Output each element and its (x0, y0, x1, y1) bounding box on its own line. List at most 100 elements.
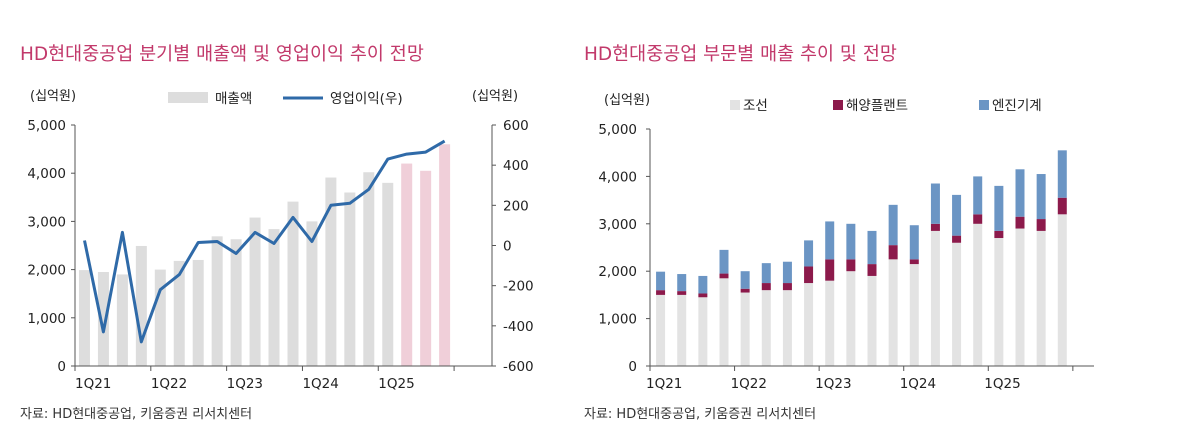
x-label: 1Q25 (984, 376, 1020, 392)
stacked-bar-segment (909, 259, 919, 265)
sales-bar (135, 245, 147, 366)
right-y-tick: 0 (503, 239, 512, 255)
left-y-tick: 3,000 (27, 214, 66, 230)
stacked-bar-segment (867, 230, 877, 265)
left-chart-title: HD현대중공업 분기별 매출액 및 영업이익 추이 전망 (20, 44, 424, 65)
x-label: 1Q21 (75, 376, 111, 392)
right-chart-unit: (십억원) (604, 93, 650, 108)
y-tick: 2,000 (598, 264, 637, 280)
stacked-bar-segment (952, 194, 962, 236)
stacked-bar-segment (846, 223, 856, 260)
stacked-bar-segment (761, 283, 771, 291)
stacked-bar-segment (930, 183, 940, 224)
op-profit-line (83, 139, 446, 344)
y-tick: 1,000 (598, 312, 637, 328)
stacked-bar-segment (909, 264, 919, 366)
stacked-bar-segment (782, 290, 792, 366)
stacked-bar-segment (698, 293, 708, 298)
left-chart-panel: HD현대중공업 분기별 매출액 및 영업이익 추이 전망 (십억원) (십억원) 매… (0, 0, 580, 436)
stacked-bar-segment (1015, 169, 1025, 217)
legend-swatch (979, 100, 989, 110)
left-chart-svg: (십억원) (십억원) 매출액 영업이익(우) 5,000 4,000 3,000 2,000… (27, 89, 534, 392)
left-y-tick: 0 (57, 359, 66, 375)
left-y-tick: 2,000 (27, 263, 66, 279)
sales-bar (306, 221, 318, 366)
x-label: 1Q25 (378, 376, 414, 392)
sales-bar (325, 177, 337, 366)
stacked-bar-segment (867, 264, 877, 276)
sales-bar (420, 170, 432, 366)
stacked-bar-segment (656, 290, 666, 295)
stacked-bar-segment (719, 273, 729, 279)
stacked-bar-segment (740, 271, 750, 289)
right-axis-unit: (십억원) (472, 89, 518, 104)
stacked-bar-segment (740, 292, 750, 366)
stacked-bar-segment (825, 280, 835, 366)
stacked-bar-segment (804, 266, 814, 284)
sales-bar (268, 229, 280, 366)
y-tick: 5,000 (598, 122, 637, 138)
legend-label: 해양플랜트 (846, 98, 908, 114)
x-label: 1Q23 (815, 376, 851, 392)
stacked-bar-segment (1015, 216, 1025, 229)
x-label: 1Q22 (731, 376, 767, 392)
stacked-bar-segment (825, 221, 835, 260)
stacked-bar-segment (740, 288, 750, 293)
stacked-bar-segment (1036, 219, 1046, 231)
stacked-bar-segment (867, 275, 877, 366)
stacked-bar-segment (846, 259, 856, 272)
stacked-bar-segment (656, 271, 666, 291)
sales-bar (249, 217, 261, 366)
stacked-bar-segment (677, 291, 687, 295)
legend-label: 조선 (743, 98, 768, 114)
stacked-bar-segment (1057, 214, 1067, 366)
stacked-bar-segment (846, 271, 856, 366)
legend-swatch (730, 100, 740, 110)
right-chart-panel: HD현대중공업 부문별 매출 추이 및 전망 (십억원) 조선 해양플랜트 엔진기계 5… (580, 0, 1200, 436)
stacked-bar-segment (804, 283, 814, 366)
legend-swatch-sales (168, 92, 208, 103)
sales-bar (287, 201, 299, 366)
stacked-bar-segment (804, 240, 814, 267)
stacked-bar-segment (719, 249, 729, 274)
x-label: 1Q22 (151, 376, 187, 392)
legend-label: 엔진기계 (992, 98, 1042, 114)
sales-bar (192, 259, 204, 366)
stacked-bar-segment (656, 294, 666, 366)
x-label: 1Q21 (646, 376, 682, 392)
stacked-bar-segment (973, 176, 983, 215)
left-y-tick: 1,000 (27, 311, 66, 327)
stacked-bar-segment (930, 230, 940, 366)
stacked-bar-segment (719, 278, 729, 366)
x-label: 1Q23 (227, 376, 263, 392)
stacked-bar-segment (973, 214, 983, 224)
left-axis-unit: (십억원) (30, 89, 76, 104)
stacked-bar-segment (1015, 228, 1025, 366)
stacked-bar-segment (782, 261, 792, 284)
sales-bar (439, 144, 451, 366)
stacked-bar-segment (888, 259, 898, 366)
sales-bar (116, 274, 128, 366)
sales-bar (230, 239, 242, 366)
sales-bar (382, 182, 394, 366)
left-y-tick: 4,000 (27, 166, 66, 182)
sales-bar (78, 270, 90, 366)
stacked-bar-segment (1036, 174, 1046, 220)
stacked-bar-segment (825, 259, 835, 281)
stacked-bar-segment (1057, 150, 1067, 198)
stacked-bar-segment (782, 283, 792, 291)
x-label: 1Q24 (302, 376, 338, 392)
stacked-bar-segment (973, 223, 983, 366)
right-y-tick: 400 (503, 158, 529, 174)
right-y-tick: -400 (503, 319, 534, 335)
stacked-bar-segment (1036, 230, 1046, 366)
sales-bar (154, 269, 166, 366)
stacked-bar-segment (888, 204, 898, 246)
y-tick: 4,000 (598, 169, 637, 185)
right-y-tick: 600 (503, 118, 529, 134)
right-chart-title: HD현대중공업 부문별 매출 추이 및 전망 (584, 44, 897, 65)
stacked-bar-segment (930, 223, 940, 231)
right-y-tick: -600 (503, 359, 534, 375)
stacked-bar-segment (761, 290, 771, 366)
right-y-tick: 200 (503, 198, 529, 214)
